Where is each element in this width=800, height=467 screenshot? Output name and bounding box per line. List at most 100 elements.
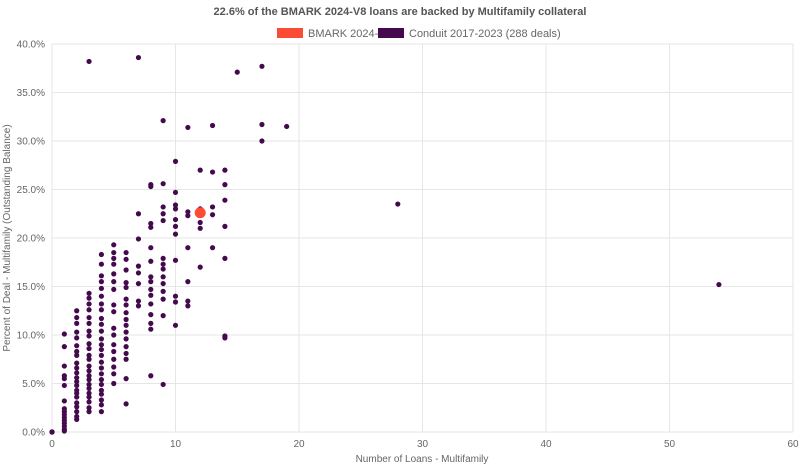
conduit-point[interactable]	[86, 363, 92, 369]
conduit-point[interactable]	[123, 249, 129, 256]
conduit-point[interactable]	[135, 298, 142, 304]
legend-entry-bmark[interactable]: BMARK 2024-V8	[277, 28, 392, 40]
conduit-point[interactable]	[222, 197, 228, 203]
conduit-point[interactable]	[98, 352, 104, 358]
conduit-point[interactable]	[160, 217, 166, 224]
conduit-point[interactable]	[74, 404, 80, 410]
conduit-point[interactable]	[284, 123, 290, 130]
conduit-point[interactable]	[135, 54, 142, 61]
conduit-point[interactable]	[160, 211, 166, 217]
conduit-point[interactable]	[61, 398, 67, 404]
conduit-point[interactable]	[111, 255, 117, 261]
conduit-point[interactable]	[98, 315, 104, 322]
conduit-point[interactable]	[74, 400, 80, 406]
conduit-point[interactable]	[123, 356, 129, 362]
conduit-point[interactable]	[74, 370, 80, 376]
conduit-point[interactable]	[222, 223, 228, 229]
conduit-point[interactable]	[172, 257, 179, 263]
conduit-point[interactable]	[98, 251, 104, 258]
conduit-point[interactable]	[74, 378, 80, 385]
conduit-point[interactable]	[259, 121, 265, 128]
conduit-point[interactable]	[123, 316, 129, 323]
conduit-point[interactable]	[148, 320, 154, 326]
conduit-point[interactable]	[74, 343, 80, 349]
conduit-point[interactable]	[86, 381, 92, 388]
conduit-point[interactable]	[98, 261, 104, 267]
conduit-point[interactable]	[185, 124, 191, 131]
conduit-point[interactable]	[172, 293, 179, 299]
conduit-point[interactable]	[148, 182, 154, 188]
conduit-point[interactable]	[61, 373, 67, 379]
conduit-point[interactable]	[98, 285, 104, 292]
conduit-point[interactable]	[234, 69, 240, 75]
conduit-point[interactable]	[86, 356, 92, 362]
conduit-point[interactable]	[185, 303, 191, 309]
conduit-point[interactable]	[123, 322, 129, 328]
conduit-point[interactable]	[172, 189, 179, 196]
conduit-point[interactable]	[74, 413, 80, 420]
conduit-point[interactable]	[148, 292, 154, 298]
conduit-point[interactable]	[86, 409, 92, 415]
conduit-point[interactable]	[123, 302, 129, 308]
conduit-point[interactable]	[111, 242, 117, 248]
conduit-point[interactable]	[172, 322, 179, 328]
conduit-point[interactable]	[74, 335, 80, 341]
conduit-point[interactable]	[86, 385, 92, 391]
conduit-point[interactable]	[148, 301, 154, 307]
conduit-point[interactable]	[135, 236, 142, 242]
conduit-point[interactable]	[160, 296, 166, 302]
conduit-point[interactable]	[98, 342, 104, 348]
conduit-point[interactable]	[148, 274, 154, 280]
conduit-point[interactable]	[135, 303, 142, 309]
conduit-point[interactable]	[160, 280, 166, 287]
conduit-point[interactable]	[123, 329, 129, 335]
conduit-point[interactable]	[98, 273, 104, 279]
conduit-point[interactable]	[160, 288, 166, 294]
conduit-point[interactable]	[123, 310, 129, 316]
conduit-point[interactable]	[74, 348, 80, 355]
conduit-point[interactable]	[209, 212, 216, 218]
conduit-point[interactable]	[86, 377, 92, 383]
conduit-point[interactable]	[111, 348, 117, 355]
conduit-point[interactable]	[172, 206, 179, 212]
conduit-point[interactable]	[98, 391, 104, 397]
conduit-point[interactable]	[172, 231, 179, 237]
conduit-point[interactable]	[74, 352, 80, 358]
conduit-point[interactable]	[86, 290, 92, 296]
conduit-point[interactable]	[197, 225, 203, 231]
conduit-point[interactable]	[98, 279, 104, 285]
conduit-point[interactable]	[209, 245, 216, 251]
conduit-point[interactable]	[49, 429, 55, 435]
bmark-point[interactable]	[194, 207, 206, 219]
conduit-point[interactable]	[259, 138, 265, 144]
conduit-point[interactable]	[98, 307, 104, 313]
conduit-point[interactable]	[111, 249, 117, 256]
conduit-point[interactable]	[185, 213, 191, 219]
conduit-point[interactable]	[98, 371, 104, 377]
conduit-point[interactable]	[148, 373, 154, 379]
conduit-point[interactable]	[86, 341, 92, 347]
conduit-point[interactable]	[172, 299, 179, 305]
conduit-point[interactable]	[160, 204, 166, 210]
conduit-point[interactable]	[98, 328, 104, 334]
conduit-point[interactable]	[148, 245, 154, 251]
conduit-point[interactable]	[111, 261, 117, 267]
conduit-point[interactable]	[86, 301, 92, 307]
conduit-point[interactable]	[209, 122, 216, 129]
conduit-point[interactable]	[123, 401, 129, 407]
conduit-point[interactable]	[222, 333, 228, 339]
conduit-point[interactable]	[123, 376, 129, 382]
conduit-point[interactable]	[74, 375, 80, 381]
conduit-point[interactable]	[111, 309, 117, 315]
conduit-point[interactable]	[86, 58, 92, 65]
conduit-point[interactable]	[222, 167, 228, 173]
conduit-point[interactable]	[123, 256, 129, 262]
conduit-point[interactable]	[123, 296, 129, 302]
conduit-point[interactable]	[172, 216, 179, 223]
conduit-point[interactable]	[111, 371, 117, 377]
conduit-point[interactable]	[185, 209, 191, 215]
conduit-point[interactable]	[209, 169, 216, 175]
conduit-point[interactable]	[86, 399, 92, 405]
conduit-point[interactable]	[86, 368, 92, 374]
conduit-point[interactable]	[111, 356, 117, 362]
